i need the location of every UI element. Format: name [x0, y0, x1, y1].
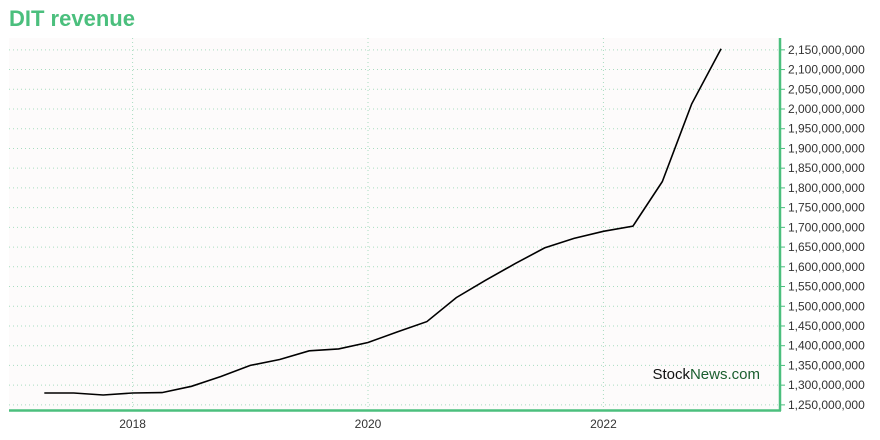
y-tick-label: 2,150,000,000	[788, 43, 865, 57]
plot-area	[9, 38, 780, 410]
y-tick-label: 1,450,000,000	[788, 319, 865, 333]
y-tick-label: 1,850,000,000	[788, 161, 865, 175]
x-axis-ticks: 2018 2020 2022	[119, 417, 617, 431]
y-tick-label: 1,600,000,000	[788, 260, 865, 274]
y-tick-label: 1,650,000,000	[788, 240, 865, 254]
y-tick-label: 1,400,000,000	[788, 339, 865, 353]
watermark-stock: Stock	[652, 366, 690, 383]
y-tick-label: 1,350,000,000	[788, 358, 865, 372]
watermark: StockNews.com	[652, 366, 760, 383]
y-tick-label: 2,050,000,000	[788, 82, 865, 96]
watermark-news: News	[690, 366, 728, 383]
y-axis-ticks: 1,250,000,000 1,300,000,000 1,350,000,000 1…	[780, 43, 865, 412]
y-tick-label: 1,250,000,000	[788, 398, 865, 412]
y-tick-label: 2,100,000,000	[788, 63, 865, 77]
y-tick-label: 1,300,000,000	[788, 378, 865, 392]
watermark-com: .com	[727, 366, 760, 383]
y-tick-label: 1,900,000,000	[788, 141, 865, 155]
y-tick-label: 1,550,000,000	[788, 280, 865, 294]
chart-title: DIT revenue	[9, 6, 135, 31]
gridlines	[9, 38, 780, 410]
revenue-series-line	[44, 48, 722, 396]
y-tick-label: 2,000,000,000	[788, 102, 865, 116]
y-tick-label: 1,750,000,000	[788, 201, 865, 215]
x-tick-label: 2020	[355, 417, 382, 431]
y-tick-label: 1,950,000,000	[788, 122, 865, 136]
x-tick-label: 2022	[590, 417, 617, 431]
y-tick-label: 1,700,000,000	[788, 220, 865, 234]
y-tick-label: 1,800,000,000	[788, 181, 865, 195]
x-tick-label: 2018	[119, 417, 146, 431]
y-tick-label: 1,500,000,000	[788, 299, 865, 313]
